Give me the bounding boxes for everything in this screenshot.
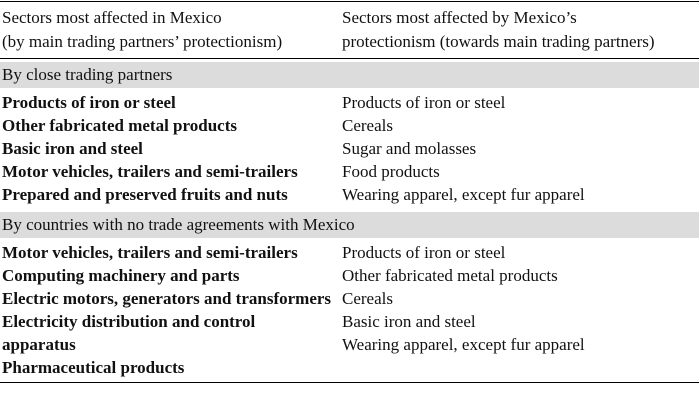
- section-title: By countries with no trade agreements wi…: [0, 212, 699, 238]
- right-item: Other fabricated metal products: [342, 266, 558, 285]
- left-column: Products of iron or steel Other fabricate…: [0, 91, 342, 206]
- left-item: Basic iron and steel: [2, 139, 143, 158]
- header-line: Sectors most affected by Mexico’s: [342, 8, 577, 27]
- left-item: Pharmaceutical products: [2, 358, 185, 377]
- left-item: Motor vehicles, trailers and semi-traile…: [2, 162, 298, 181]
- right-item: Sugar and molasses: [342, 139, 477, 158]
- right-item: Food products: [342, 162, 440, 181]
- table: Sectors most affected in Mexico (by main …: [0, 1, 699, 383]
- left-item: Electric motors, generators and transfor…: [2, 289, 332, 308]
- header-line: Sectors most affected in Mexico: [2, 8, 222, 27]
- section-body: Motor vehicles, trailers and semi-traile…: [0, 238, 699, 382]
- header-row: Sectors most affected in Mexico (by main …: [0, 2, 699, 59]
- left-column: Motor vehicles, trailers and semi-traile…: [0, 241, 342, 379]
- right-item: Products of iron or steel: [342, 243, 506, 262]
- left-item: Products of iron or steel: [2, 93, 176, 112]
- left-item: Prepared and preserved fruits and nuts: [2, 185, 288, 204]
- right-item: Wearing apparel, except fur apparel: [342, 335, 585, 354]
- section-title: By close trading partners: [0, 62, 699, 88]
- right-column: Products of iron or steel Cereals Sugar an…: [342, 91, 697, 206]
- right-item: Products of iron or steel: [342, 93, 506, 112]
- right-item: Cereals: [342, 116, 393, 135]
- header-cell: Sectors most affected by Mexico’s protect…: [342, 6, 697, 54]
- right-item: Wearing apparel, except fur apparel: [342, 185, 585, 204]
- left-item: Electricity distribution and control app…: [2, 312, 256, 354]
- right-column: Products of iron or steel Other fabricate…: [342, 241, 697, 379]
- left-item: Motor vehicles, trailers and semi-traile…: [2, 243, 298, 262]
- header-cell: Sectors most affected in Mexico (by main …: [0, 6, 342, 54]
- left-item: Computing machinery and parts: [2, 266, 240, 285]
- header-line: (by main trading partners’ protectionism…: [2, 32, 283, 51]
- section-body: Products of iron or steel Other fabricate…: [0, 88, 699, 209]
- right-item: Cereals: [342, 289, 393, 308]
- header-line: protectionism (towards main trading part…: [342, 32, 655, 51]
- right-item: Basic iron and steel: [342, 312, 476, 331]
- left-item: Other fabricated metal products: [2, 116, 237, 135]
